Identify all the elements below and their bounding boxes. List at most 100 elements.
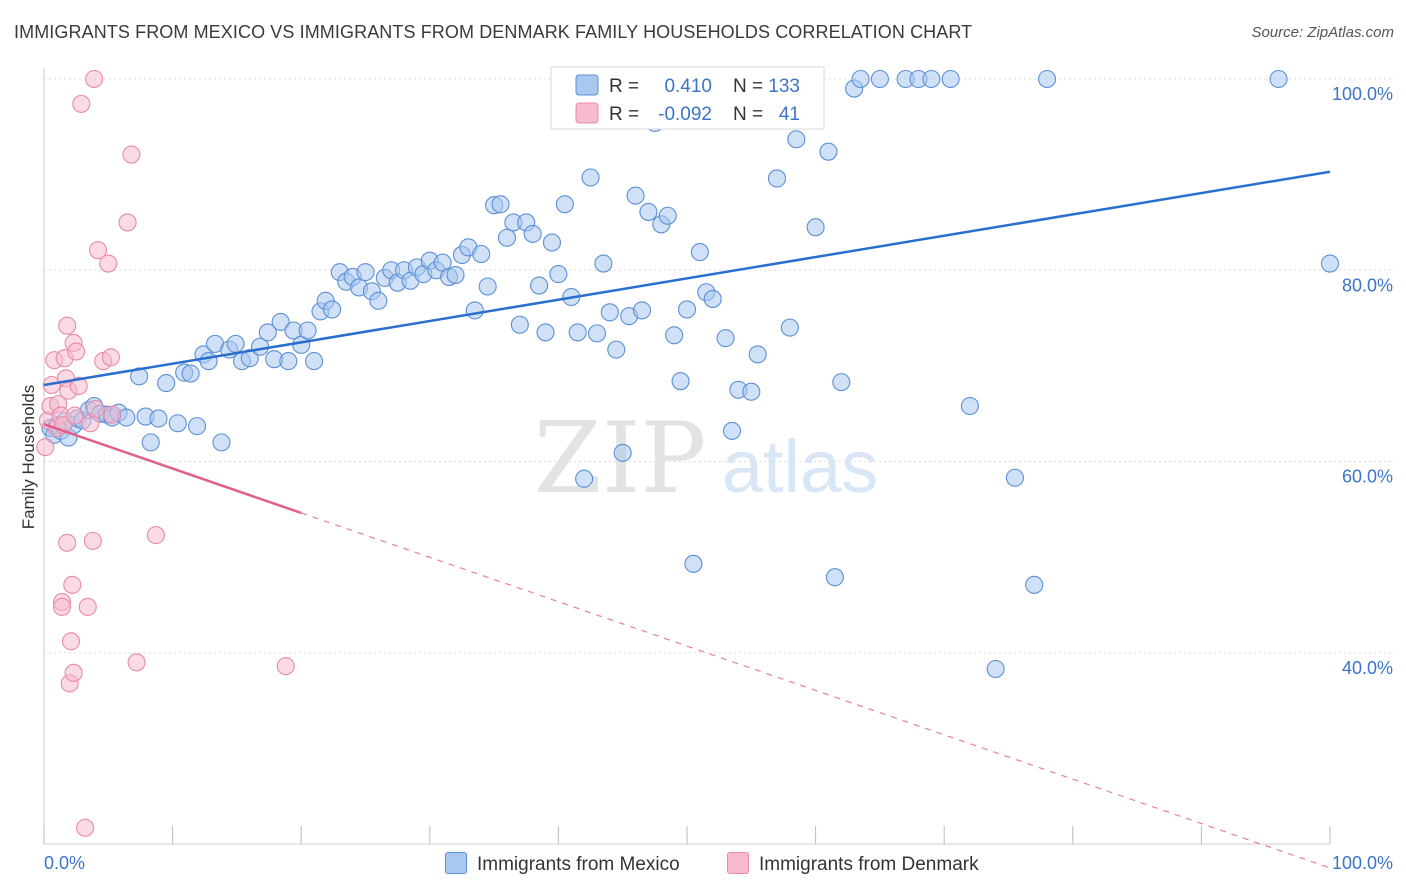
point-mexico-86 (594, 254, 613, 273)
point-mexico-120 (851, 69, 870, 89)
point-mexico-30 (226, 334, 245, 353)
y-tick-label-2: 80.0% (1342, 275, 1393, 295)
stats-n-label-denmark: N = (733, 104, 763, 125)
point-mexico-112 (780, 318, 799, 337)
point-mexico-97 (665, 326, 684, 345)
point-denmark-25 (76, 818, 95, 837)
x-tick-label-0: 0.0% (44, 853, 85, 873)
point-mexico-76 (530, 276, 549, 295)
point-mexico-16 (130, 367, 149, 386)
y-tick-label-0: 40.0% (1342, 658, 1393, 678)
point-denmark-40 (276, 657, 295, 676)
point-mexico-104 (716, 329, 735, 348)
point-mexico-51 (369, 291, 388, 310)
point-mexico-127 (986, 659, 1005, 679)
stats-n-value-denmark: 41 (779, 104, 800, 125)
point-mexico-96 (658, 206, 677, 225)
y-axis-label: Family Households (19, 385, 38, 530)
point-denmark-26 (78, 597, 97, 616)
point-denmark-20 (64, 663, 83, 682)
point-mexico-67 (472, 244, 491, 264)
point-denmark-21 (65, 406, 84, 425)
point-mexico-85 (587, 324, 607, 343)
trend-line-mexico (43, 170, 1331, 387)
point-mexico-36 (271, 312, 290, 331)
point-denmark-30 (86, 399, 105, 418)
point-mexico-66 (465, 301, 484, 320)
point-denmark-13 (58, 316, 77, 335)
point-denmark-24 (72, 94, 91, 113)
point-mexico-126 (960, 396, 979, 416)
point-mexico-83 (575, 469, 594, 488)
point-denmark-18 (63, 575, 82, 594)
point-denmark-14 (58, 533, 77, 552)
point-mexico-79 (549, 265, 568, 284)
legend-item-denmark: Immigrants from Denmark (727, 852, 979, 876)
point-mexico-84 (581, 168, 600, 187)
point-denmark-17 (61, 632, 81, 651)
y-tick-label-3: 100.0% (1332, 84, 1393, 104)
point-denmark-31 (88, 241, 108, 260)
x-tick-label-1: 100.0% (1332, 853, 1393, 873)
point-mexico-37 (279, 352, 298, 371)
point-mexico-99 (677, 300, 697, 319)
stats-legend-swatch-mexico (575, 74, 599, 96)
stats-r-label-denmark: R = (609, 104, 639, 125)
point-mexico-20 (157, 374, 176, 393)
point-mexico-23 (181, 364, 200, 383)
point-mexico-116 (819, 142, 838, 161)
stats-n-label-mexico: N = (733, 76, 763, 97)
point-mexico-82 (568, 323, 587, 342)
point-mexico-129 (1025, 575, 1044, 594)
point-denmark-33 (99, 254, 118, 273)
y-tick-label-1: 60.0% (1342, 467, 1393, 487)
stats-legend-swatch-denmark (575, 102, 599, 124)
point-mexico-75 (523, 224, 542, 243)
point-mexico-24 (187, 417, 207, 436)
trend-line-denmark (43, 423, 302, 515)
stats-r-label-mexico: R = (609, 76, 639, 97)
point-mexico-115 (806, 218, 825, 237)
point-mexico-121 (870, 69, 889, 89)
point-mexico-105 (722, 421, 742, 440)
point-mexico-68 (478, 277, 497, 296)
point-mexico-28 (212, 433, 231, 452)
stats-n-value-mexico: 133 (768, 76, 800, 97)
series-mexico-points (41, 69, 1340, 679)
point-mexico-40 (298, 321, 317, 340)
point-mexico-124 (922, 69, 941, 89)
point-mexico-98 (671, 372, 690, 391)
point-mexico-125 (941, 69, 960, 89)
point-mexico-109 (748, 345, 767, 364)
point-denmark-29 (85, 69, 104, 89)
point-mexico-80 (555, 195, 574, 214)
trend-lines (43, 170, 1331, 869)
point-mexico-92 (632, 301, 652, 320)
legend-label-mexico: Immigrants from Mexico (477, 854, 680, 875)
stats-r-value-denmark: -0.092 (658, 104, 712, 125)
point-mexico-44 (323, 300, 342, 319)
watermark: ZIP atlas (534, 402, 879, 516)
point-mexico-93 (639, 202, 658, 221)
series-denmark-points (36, 69, 295, 837)
point-mexico-131 (1269, 69, 1288, 89)
point-denmark-22 (67, 342, 86, 361)
stats-r-value-mexico: 0.410 (664, 76, 712, 97)
point-mexico-87 (600, 303, 619, 322)
point-denmark-35 (103, 405, 122, 424)
point-denmark-0 (36, 438, 55, 457)
legend-swatch-mexico (445, 852, 467, 874)
point-mexico-130 (1038, 69, 1057, 89)
point-denmark-39 (146, 526, 165, 545)
trend-line-denmark-extension (301, 512, 1331, 869)
point-mexico-117 (825, 568, 844, 587)
point-mexico-101 (690, 243, 709, 262)
point-mexico-111 (767, 169, 787, 188)
point-mexico-118 (832, 373, 851, 392)
tick-labels: 40.0% 60.0% 80.0% 100.0% 0.0% 100.0% (44, 84, 1393, 873)
gridlines (44, 78, 1395, 654)
point-mexico-73 (510, 315, 529, 334)
point-mexico-88 (607, 340, 626, 359)
point-denmark-36 (118, 213, 137, 232)
